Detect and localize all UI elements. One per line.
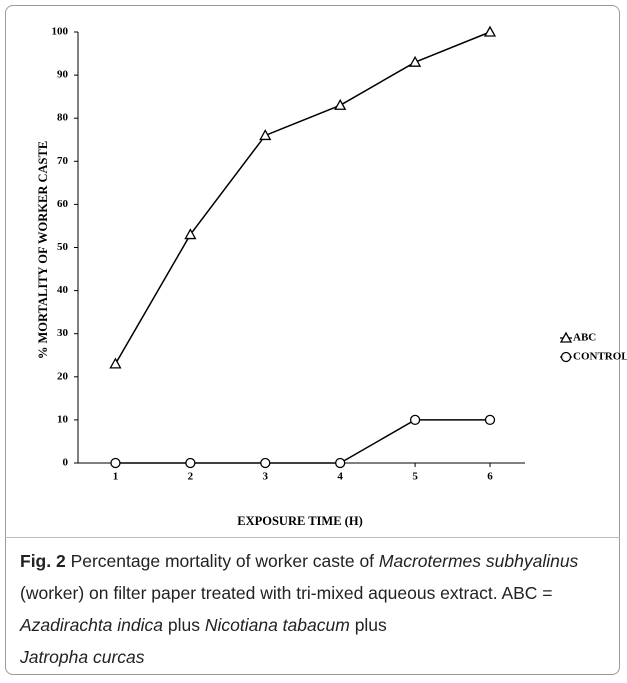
y-axis-label: % MORTALITY OF WORKER CASTE [36, 141, 50, 359]
legend-label: CONTROL [573, 351, 627, 363]
y-tick-label: 80 [57, 112, 69, 124]
x-tick-label: 4 [337, 471, 343, 483]
data-point [409, 414, 421, 426]
y-tick-label: 50 [57, 241, 69, 253]
data-point [185, 457, 196, 469]
data-point [335, 457, 346, 469]
data-point [334, 98, 347, 110]
series-line [114, 31, 491, 365]
y-tick-label: 0 [63, 457, 69, 469]
data-point [184, 228, 197, 240]
caption-species: Azadirachta indica [20, 615, 163, 635]
data-point [260, 457, 271, 469]
y-tick-label: 10 [57, 413, 69, 425]
x-tick-label: 2 [188, 471, 194, 483]
chart: % MORTALITY OF WORKER CASTE EXPOSURE TIM… [36, 25, 627, 528]
y-tick-label: 40 [57, 284, 69, 296]
y-tick-label: 20 [57, 370, 69, 382]
caption-genus: Macrotermes subhyalinus [378, 551, 579, 571]
legend-marker [559, 331, 573, 343]
x-tick-label: 1 [113, 471, 119, 483]
data-point [408, 55, 422, 67]
caption: Fig. 2 Percentage mortality of worker ca… [20, 545, 615, 673]
caption-species: Nicotiana tabacum [204, 615, 350, 635]
y-tick-label: 90 [57, 69, 69, 81]
series-line [115, 419, 490, 464]
data-point [259, 129, 272, 141]
figure-frame [5, 5, 620, 675]
legend-label: ABC [573, 332, 596, 344]
y-tick-label: 30 [57, 327, 69, 339]
caption-text: Percentage mortality of worker caste of [70, 551, 375, 571]
x-tick-label: 3 [263, 471, 269, 483]
data-point [484, 414, 496, 426]
caption-species: Jatropha curcas [20, 647, 145, 667]
caption-text: plus [167, 615, 200, 635]
y-tick-label: 70 [57, 155, 69, 167]
caption-text: (worker) on filter paper treated with tr… [20, 583, 553, 603]
x-tick-label: 6 [487, 471, 493, 483]
data-point [483, 25, 497, 37]
y-tick-label: 100 [52, 26, 69, 38]
x-tick-label: 5 [412, 471, 418, 483]
data-point [109, 357, 122, 369]
caption-label: Fig. 2 [20, 551, 66, 571]
data-point [110, 457, 121, 469]
legend-marker [560, 351, 572, 363]
separator [5, 537, 620, 538]
x-axis-label: EXPOSURE TIME (H) [237, 514, 362, 528]
y-tick-label: 60 [57, 198, 69, 210]
caption-text: plus [354, 615, 387, 635]
